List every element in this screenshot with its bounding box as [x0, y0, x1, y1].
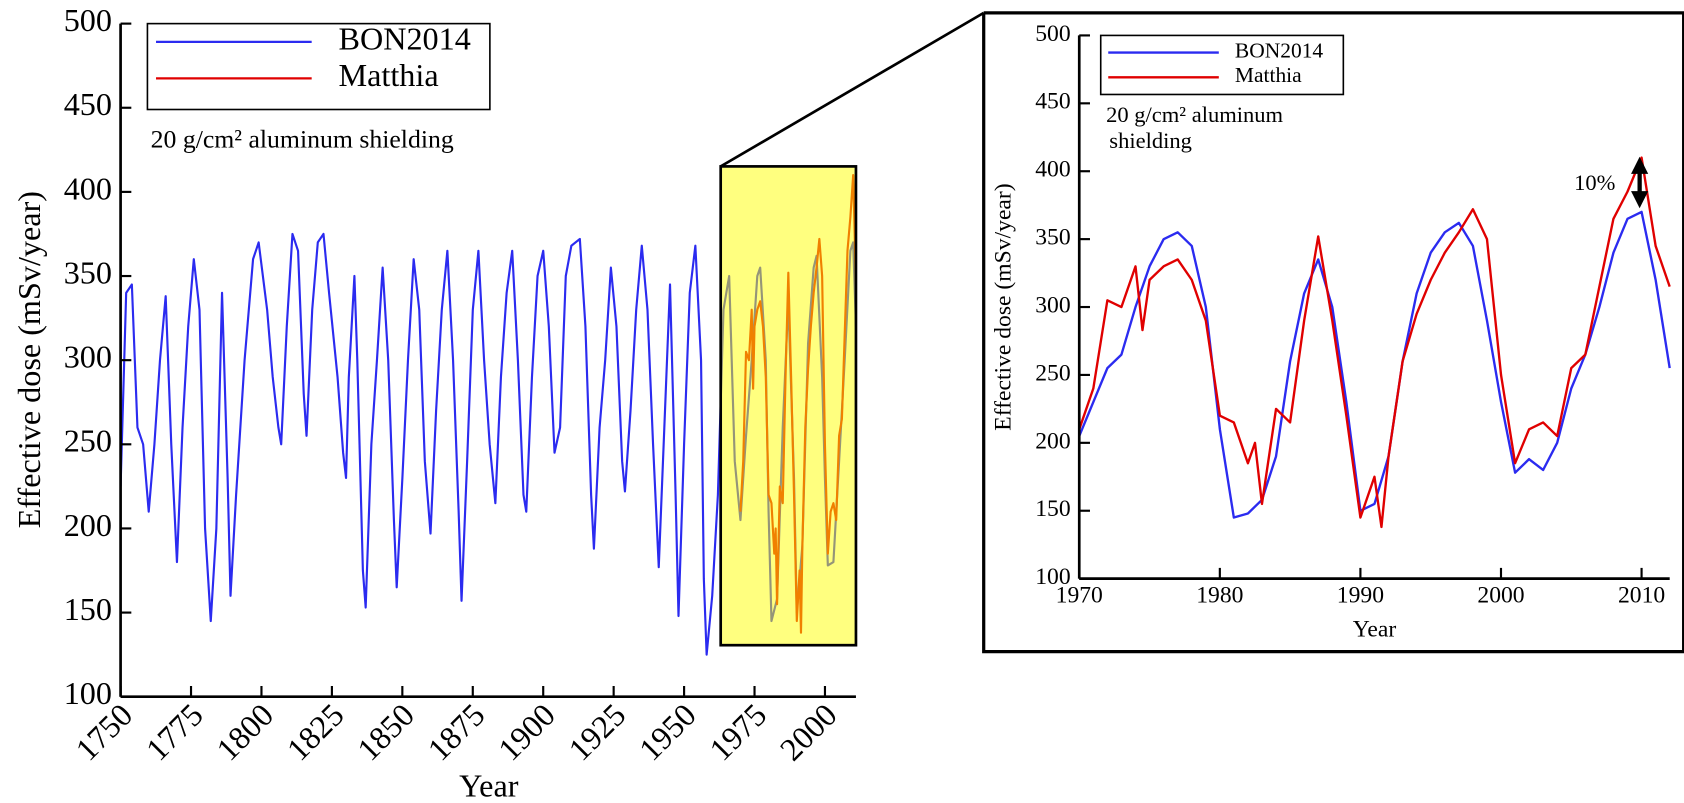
x-tick-label: 1970	[1056, 582, 1103, 608]
y-tick-label: 500	[1035, 21, 1070, 47]
x-tick-label: 1925	[561, 696, 632, 767]
arrow-label: 10%	[1574, 170, 1615, 195]
x-axis-title: Year	[459, 767, 519, 803]
y-tick-label: 200	[64, 507, 112, 543]
annotation: 20 g/cm² aluminum	[1106, 102, 1283, 127]
legend-label: Matthia	[339, 57, 439, 93]
x-axis-title: Year	[1353, 617, 1397, 643]
x-tick-label: 1980	[1196, 582, 1243, 608]
y-axis-title: Effective dose (mSv/year)	[11, 191, 47, 528]
y-tick-label: 450	[1035, 89, 1070, 115]
y-tick-label: 150	[1035, 496, 1070, 522]
y-tick-label: 250	[1035, 360, 1070, 386]
series-line	[1078, 156, 1671, 529]
x-tick-label: 1990	[1337, 582, 1384, 608]
y-tick-label: 100	[64, 675, 112, 711]
series-line	[1078, 210, 1671, 519]
annotation: 20 g/cm² aluminum shielding	[151, 125, 454, 154]
x-tick-label: 2010	[1618, 582, 1665, 608]
y-tick-label: 350	[64, 254, 112, 290]
legend-label: Matthia	[1235, 63, 1302, 87]
y-tick-label: 100	[1035, 564, 1070, 590]
x-tick-label: 1825	[280, 696, 351, 767]
x-tick-label: 1775	[139, 696, 210, 767]
y-tick-label: 150	[64, 591, 112, 627]
y-tick-label: 300	[1035, 292, 1070, 318]
y-tick-label: 300	[64, 339, 112, 375]
arrow	[1631, 156, 1649, 209]
legend-box	[1099, 34, 1345, 96]
x-tick-label: 2000	[1477, 582, 1524, 608]
y-tick-label: 250	[64, 423, 112, 459]
x-tick-label: 2000	[773, 696, 844, 767]
x-tick-label: 1850	[350, 696, 421, 767]
annotation: shielding	[1109, 128, 1192, 153]
y-axis-title: Effective dose (mSv/year)	[991, 183, 1017, 430]
x-tick-label: 1900	[491, 696, 562, 767]
y-tick-label: 200	[1035, 428, 1070, 454]
zoom-box	[719, 165, 858, 647]
x-tick-label: 1800	[209, 696, 280, 767]
y-tick-label: 350	[1035, 225, 1070, 251]
x-tick-label: 1950	[632, 696, 703, 767]
legend-box	[146, 22, 491, 111]
x-tick-label: 1875	[421, 696, 492, 767]
zoom-connector	[720, 11, 985, 168]
y-tick-label: 450	[64, 86, 112, 122]
right-lines	[1078, 156, 1671, 529]
legend-label: BON2014	[339, 20, 471, 56]
y-tick-label: 400	[64, 170, 112, 206]
y-tick-label: 400	[1035, 157, 1070, 183]
x-tick-label: 1975	[702, 696, 773, 767]
y-tick-label: 500	[64, 2, 112, 38]
legend-label: BON2014	[1235, 39, 1324, 63]
